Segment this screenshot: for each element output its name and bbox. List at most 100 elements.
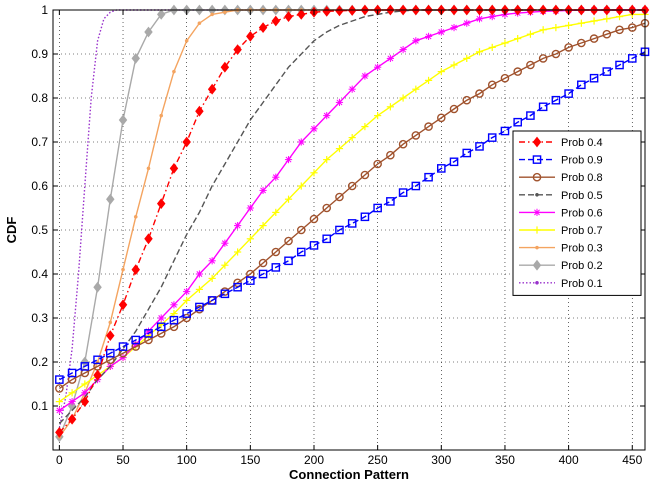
x-axis-label: Connection Pattern (289, 467, 409, 482)
data-point (450, 24, 458, 32)
data-point (118, 114, 128, 126)
data-point (169, 162, 179, 174)
legend-entry-prob-0-3: Prob 0.3 (519, 243, 603, 255)
legend-marker (533, 226, 541, 234)
data-point (500, 126, 510, 136)
data-point (296, 247, 306, 257)
y-tick-label: 0.6 (31, 179, 48, 193)
legend-marker (532, 172, 542, 182)
data-point (463, 54, 471, 62)
data-point (197, 21, 202, 26)
data-point (526, 30, 535, 38)
data-point (361, 123, 369, 131)
data-point (182, 136, 191, 148)
data-point (234, 248, 242, 256)
data-point (347, 219, 357, 228)
data-point (207, 83, 217, 95)
axis-ticks: 0 50 100 150 200 250 300 350 400 450 0.1 0.2 0.3 0.4 0… (31, 3, 645, 467)
marker-stroke (209, 257, 216, 264)
data-point (284, 236, 293, 246)
data-point (80, 362, 90, 371)
data-point (412, 37, 420, 45)
marker-stroke (69, 398, 76, 405)
legend-marker (532, 136, 542, 148)
data-point (195, 285, 204, 293)
marker-stroke (476, 15, 483, 22)
data-point (347, 181, 357, 191)
data-point (81, 380, 89, 388)
data-point (118, 299, 128, 311)
legend-label: Prob 0.4 (561, 137, 603, 149)
data-point (475, 48, 484, 56)
legend-entry-prob-0-1: Prob 0.1 (519, 278, 603, 290)
legend-entry-prob-0-8: Prob 0.8 (519, 172, 603, 184)
marker-stroke (463, 20, 470, 27)
data-point (67, 368, 77, 378)
data-point (68, 398, 76, 406)
data-point (221, 239, 229, 247)
data-point (462, 95, 472, 105)
data-point (271, 15, 281, 27)
data-point (551, 49, 561, 59)
data-point (106, 193, 115, 205)
legend-entry-prob-0-9: Prob 0.9 (519, 155, 603, 167)
data-point (335, 225, 344, 235)
data-point (386, 103, 394, 111)
x-tick-label: 350 (495, 453, 515, 467)
data-point (208, 274, 216, 282)
data-point (131, 264, 140, 276)
data-point (131, 335, 141, 345)
data-point (259, 222, 267, 230)
data-point (335, 145, 344, 153)
legend-entry-prob-0-6: Prob 0.6 (519, 207, 603, 219)
legend-entry-prob-0-7: Prob 0.7 (519, 225, 603, 237)
y-tick-label: 0.8 (31, 91, 48, 105)
data-point (450, 61, 458, 69)
data-point (234, 222, 242, 230)
data-point (437, 164, 446, 173)
data-point (386, 150, 395, 160)
data-point (526, 111, 535, 120)
legend-marker (535, 245, 539, 250)
data-point (157, 321, 165, 329)
marker-stroke (170, 301, 177, 308)
x-tick-label: 450 (622, 453, 642, 467)
data-point (323, 156, 331, 164)
data-point (449, 104, 459, 114)
data-point (538, 102, 548, 112)
x-tick-label: 400 (559, 453, 579, 467)
data-point (108, 320, 113, 325)
data-point (170, 301, 178, 309)
data-point (513, 117, 522, 127)
marker-stroke (183, 288, 190, 295)
data-point (258, 269, 268, 279)
data-point (602, 67, 612, 76)
data-point (412, 85, 420, 93)
data-point (615, 60, 624, 70)
marker-stroke (534, 209, 540, 216)
series-line (59, 22, 646, 389)
data-point (297, 8, 306, 20)
marker-stroke (221, 240, 228, 247)
data-point (223, 10, 227, 15)
data-point (589, 34, 599, 43)
x-tick-label: 250 (368, 453, 388, 467)
y-tick-label: 0.7 (31, 135, 48, 149)
data-point (121, 267, 125, 272)
data-point (590, 17, 598, 25)
data-point (565, 21, 573, 29)
data-point (156, 8, 166, 20)
data-point (195, 105, 204, 117)
data-point (93, 369, 102, 381)
data-point (577, 19, 585, 27)
data-point (55, 384, 64, 393)
data-point (500, 73, 510, 83)
data-point (246, 276, 255, 285)
x-tick-label: 100 (177, 453, 197, 467)
data-point (589, 73, 599, 83)
x-tick-label: 150 (240, 453, 260, 467)
data-point (551, 95, 561, 105)
marker-stroke (285, 156, 292, 163)
data-point (259, 186, 267, 194)
data-point (284, 195, 293, 203)
